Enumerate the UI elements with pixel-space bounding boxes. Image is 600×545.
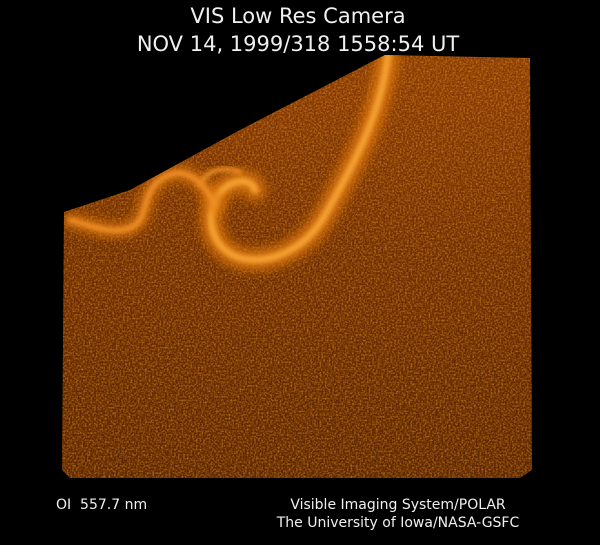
instrument-label: Visible Imaging System/POLAR — [290, 497, 506, 513]
auroral-image — [62, 55, 532, 478]
image-title: VIS Low Res Camera — [190, 4, 405, 28]
credit-label: The University of Iowa/NASA-GSFC — [276, 515, 520, 531]
timestamp: NOV 14, 1999/318 1558:54 UT — [137, 32, 460, 56]
filter-label: OI 557.7 nm — [56, 497, 147, 513]
